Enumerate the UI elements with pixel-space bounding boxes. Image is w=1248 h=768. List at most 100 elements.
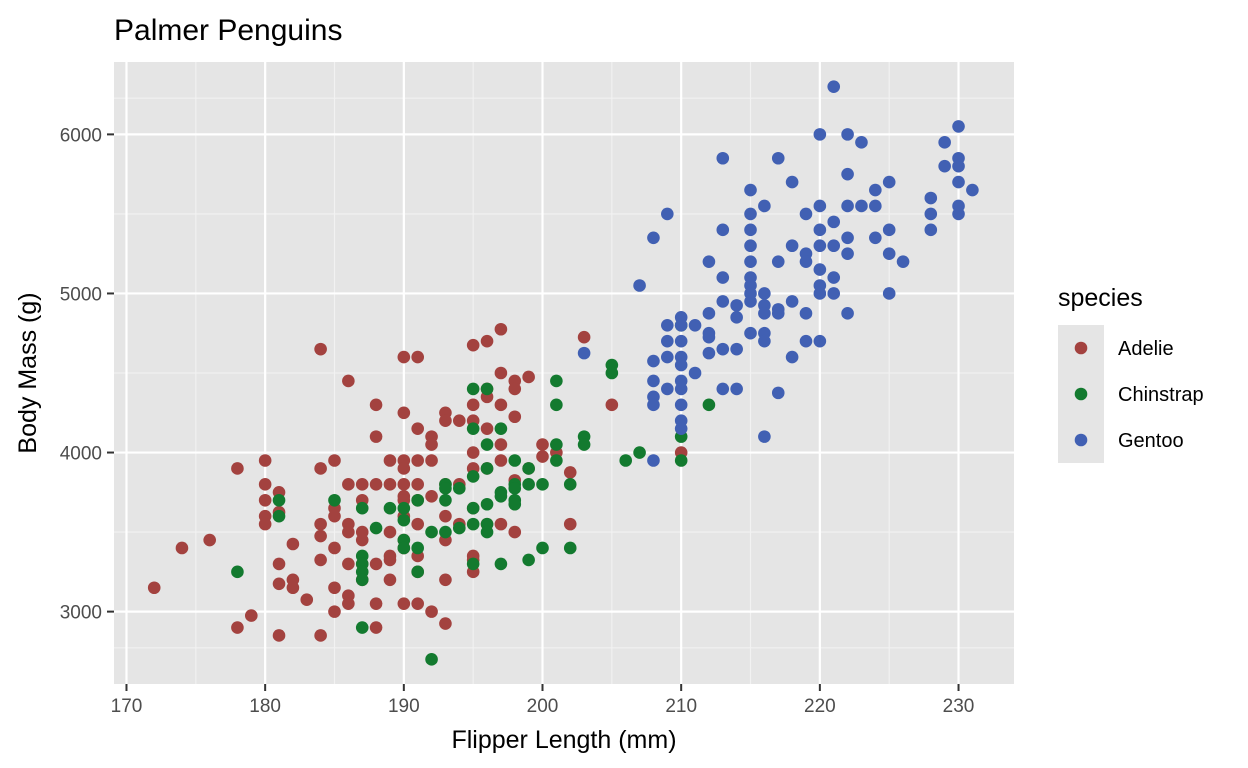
series-chinstrap (231, 318, 716, 666)
minor-gridlines (114, 62, 1014, 684)
data-point (896, 255, 910, 268)
data-point (799, 307, 813, 320)
data-point (730, 299, 743, 312)
data-point (425, 489, 438, 503)
data-point (882, 223, 896, 237)
data-point (480, 422, 494, 435)
data-point (827, 80, 841, 93)
data-point (272, 509, 286, 523)
data-point (286, 537, 300, 551)
data-point (702, 398, 716, 412)
data-point (466, 382, 480, 396)
data-point (758, 430, 771, 443)
data-point (966, 183, 979, 197)
data-point (466, 470, 480, 483)
data-point (466, 557, 480, 571)
data-point (605, 366, 619, 380)
data-point (577, 346, 591, 360)
data-point (758, 334, 771, 348)
data-point (813, 239, 827, 253)
data-point (647, 354, 660, 368)
data-point (647, 231, 660, 245)
data-point (383, 573, 397, 587)
data-point (453, 521, 466, 535)
data-point (619, 454, 633, 467)
data-point (674, 422, 688, 435)
data-point (785, 295, 799, 308)
data-point (855, 199, 868, 213)
data-point (827, 239, 841, 253)
data-point (577, 438, 591, 451)
data-point (411, 350, 424, 364)
data-point (397, 597, 411, 610)
data-point (466, 398, 480, 412)
legend-key-adelie (1074, 341, 1088, 355)
data-point (425, 605, 438, 618)
y-tick-label: 5000 (60, 284, 102, 305)
data-point (952, 175, 965, 189)
data-point (258, 478, 272, 491)
data-point (480, 438, 494, 451)
data-point (855, 136, 868, 149)
data-point (411, 422, 424, 435)
legend-label-chinstrap: Chinstrap (1118, 384, 1204, 406)
data-point (702, 330, 716, 344)
data-point (508, 525, 522, 539)
data-point (730, 311, 743, 324)
data-point (841, 167, 854, 181)
data-point (466, 517, 480, 531)
y-tick-label: 6000 (60, 125, 102, 146)
data-point (674, 358, 688, 372)
data-point (439, 509, 452, 523)
data-point (466, 422, 480, 435)
data-point (439, 493, 452, 507)
data-point (771, 307, 785, 320)
data-point (355, 501, 369, 515)
data-point (647, 454, 660, 467)
data-point (744, 326, 757, 340)
data-point (744, 183, 757, 197)
data-point (383, 525, 397, 539)
data-point (328, 581, 341, 595)
data-point (453, 414, 466, 428)
data-point (480, 334, 494, 348)
data-point (411, 597, 424, 610)
data-point (661, 350, 674, 364)
data-point (397, 350, 411, 364)
data-point (716, 151, 730, 165)
data-point (827, 287, 841, 300)
data-point (508, 482, 522, 495)
data-point (480, 525, 494, 539)
data-point (813, 263, 827, 276)
data-point (744, 239, 757, 253)
data-point (397, 501, 411, 515)
data-point (258, 454, 272, 467)
data-point (147, 581, 161, 595)
data-point (466, 501, 480, 515)
data-point (661, 318, 674, 332)
data-point (411, 493, 424, 507)
data-point (702, 307, 716, 320)
data-point (716, 223, 730, 237)
data-point (342, 478, 355, 491)
data-point (355, 533, 369, 547)
data-point (744, 255, 757, 268)
data-point (577, 330, 591, 344)
data-point (258, 493, 272, 507)
data-point (314, 462, 327, 475)
data-point (439, 617, 452, 630)
data-point (522, 553, 535, 567)
data-point (536, 541, 549, 555)
data-point (342, 597, 355, 610)
data-point (633, 279, 646, 292)
data-point (674, 382, 688, 396)
data-point (813, 334, 827, 348)
data-point (716, 295, 730, 308)
data-point (744, 295, 757, 308)
data-point (758, 287, 771, 300)
data-point (674, 454, 688, 467)
data-point (730, 382, 743, 396)
data-point (397, 462, 411, 475)
data-point (716, 271, 730, 284)
